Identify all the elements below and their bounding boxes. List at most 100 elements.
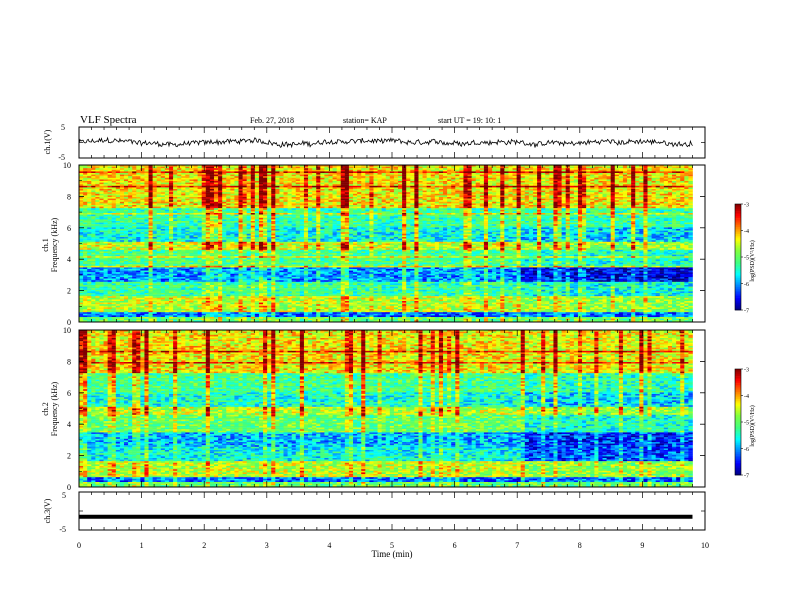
spectrogram-cell [451, 176, 456, 178]
spectrogram-cell [434, 166, 440, 169]
spectrogram-cell [516, 201, 522, 204]
spectrogram-cell [455, 211, 460, 214]
spectrogram-cell [230, 187, 235, 190]
spectrogram-cell [279, 195, 284, 198]
spectrogram-cell [672, 169, 677, 172]
spectrogram-cell [258, 197, 264, 199]
spectrogram-cell [324, 185, 329, 188]
spectrogram-cell [463, 211, 468, 214]
spectrogram-cell [463, 168, 468, 170]
spectrogram-cell [144, 216, 149, 218]
spectrogram-cell [594, 168, 599, 170]
spectrogram-cell [357, 201, 362, 204]
spectrogram-cell [136, 184, 141, 186]
spectrogram-cell [357, 187, 362, 190]
spectrogram-cell [320, 165, 325, 167]
spectrogram-cell [528, 168, 534, 170]
spectrogram-cell [406, 189, 411, 191]
spectrogram-cell [443, 182, 448, 185]
spectrogram-cell [344, 209, 350, 212]
spectrogram-cell [651, 179, 657, 182]
spectrogram-cell [340, 185, 346, 188]
spectrogram-cell [622, 168, 628, 170]
spectrogram-cell [213, 192, 219, 194]
spectrogram-cell [426, 216, 432, 218]
spectrogram-cell [316, 197, 321, 199]
spectrogram-cell [414, 190, 419, 193]
spectrogram-cell [361, 182, 366, 185]
spectrogram-cell [455, 213, 460, 215]
spectrogram-cell [598, 173, 603, 175]
spectrogram-cell [168, 187, 174, 190]
spectrogram-cell [606, 165, 612, 167]
spectrogram-cell [635, 213, 640, 215]
spectrogram-cell [614, 173, 620, 175]
spectrogram-cell [377, 193, 382, 196]
spectrogram-cell [602, 185, 607, 188]
spectrogram-cell [267, 214, 272, 217]
spectrogram-cell [373, 184, 378, 186]
spectrogram-cell [181, 201, 186, 204]
spectrogram-cell [136, 198, 141, 201]
spectrogram-cell [353, 177, 358, 180]
spectrogram-cell [676, 211, 681, 214]
spectrogram-cell [647, 209, 652, 212]
spectrogram-cell [83, 181, 88, 183]
spectrogram-cell [614, 197, 620, 199]
spectrogram-cell [353, 174, 358, 177]
spectrogram-cell [577, 193, 583, 196]
spectrogram-cell [324, 192, 329, 194]
spectrogram-cell [475, 181, 481, 183]
spectrogram-cell [115, 209, 121, 212]
spectrogram-cell [295, 216, 301, 218]
spectrogram-cell [582, 169, 587, 172]
spectrogram-cell [655, 169, 661, 172]
spectrogram-cell [344, 201, 350, 204]
spectrogram-cell [443, 200, 448, 202]
spectrogram-cell [205, 209, 211, 212]
spectrogram-cell [316, 195, 321, 198]
spectrogram-cell [463, 181, 468, 183]
spectrogram-cell [275, 173, 280, 175]
spectrogram-cell [164, 205, 170, 207]
spectrogram-cell [508, 179, 513, 182]
spectrogram-cell [83, 168, 88, 170]
spectrogram-cell [185, 203, 190, 206]
spectrogram-cell [618, 209, 624, 212]
spectrogram-cell [688, 197, 693, 199]
spectrogram-cell [189, 176, 194, 178]
spectrogram-cell [598, 185, 603, 188]
spectrogram-cell [635, 209, 640, 212]
spectrogram-cell [111, 171, 117, 174]
spectrogram-cell [487, 166, 493, 169]
spectrogram-cell [618, 181, 624, 183]
spectrogram-cell [422, 193, 427, 196]
spectrogram-cell [148, 206, 153, 209]
spectrogram-cell [115, 185, 121, 188]
spectrogram-cell [512, 216, 517, 218]
spectrogram-cell [582, 192, 587, 194]
spectrogram-cell [680, 166, 685, 169]
spectrogram-cell [676, 168, 681, 170]
spectrogram-cell [676, 166, 681, 169]
spectrogram-cell [299, 203, 305, 206]
spectrogram-cell [594, 208, 599, 210]
spectrogram-cell [389, 213, 395, 215]
spectrogram-cell [173, 165, 178, 167]
spectrogram-cell [586, 208, 591, 210]
spectrogram-cell [148, 214, 153, 217]
spectrogram-cell [553, 179, 558, 182]
spectrogram-cell [627, 189, 632, 191]
spectrogram-cell [254, 189, 260, 191]
spectrogram-cell [606, 201, 612, 204]
spectrogram-cell [173, 166, 178, 169]
spectrogram-cell [430, 214, 436, 217]
spectrogram-cell [434, 211, 440, 214]
spectrogram-cell [381, 166, 387, 169]
spectrogram-cell [369, 201, 374, 204]
spectrogram-cell [369, 192, 374, 194]
spectrogram-cell [348, 165, 354, 167]
spectrogram-cell [463, 201, 468, 204]
spectrogram-cell [173, 181, 178, 183]
spectrogram-cell [422, 205, 427, 207]
